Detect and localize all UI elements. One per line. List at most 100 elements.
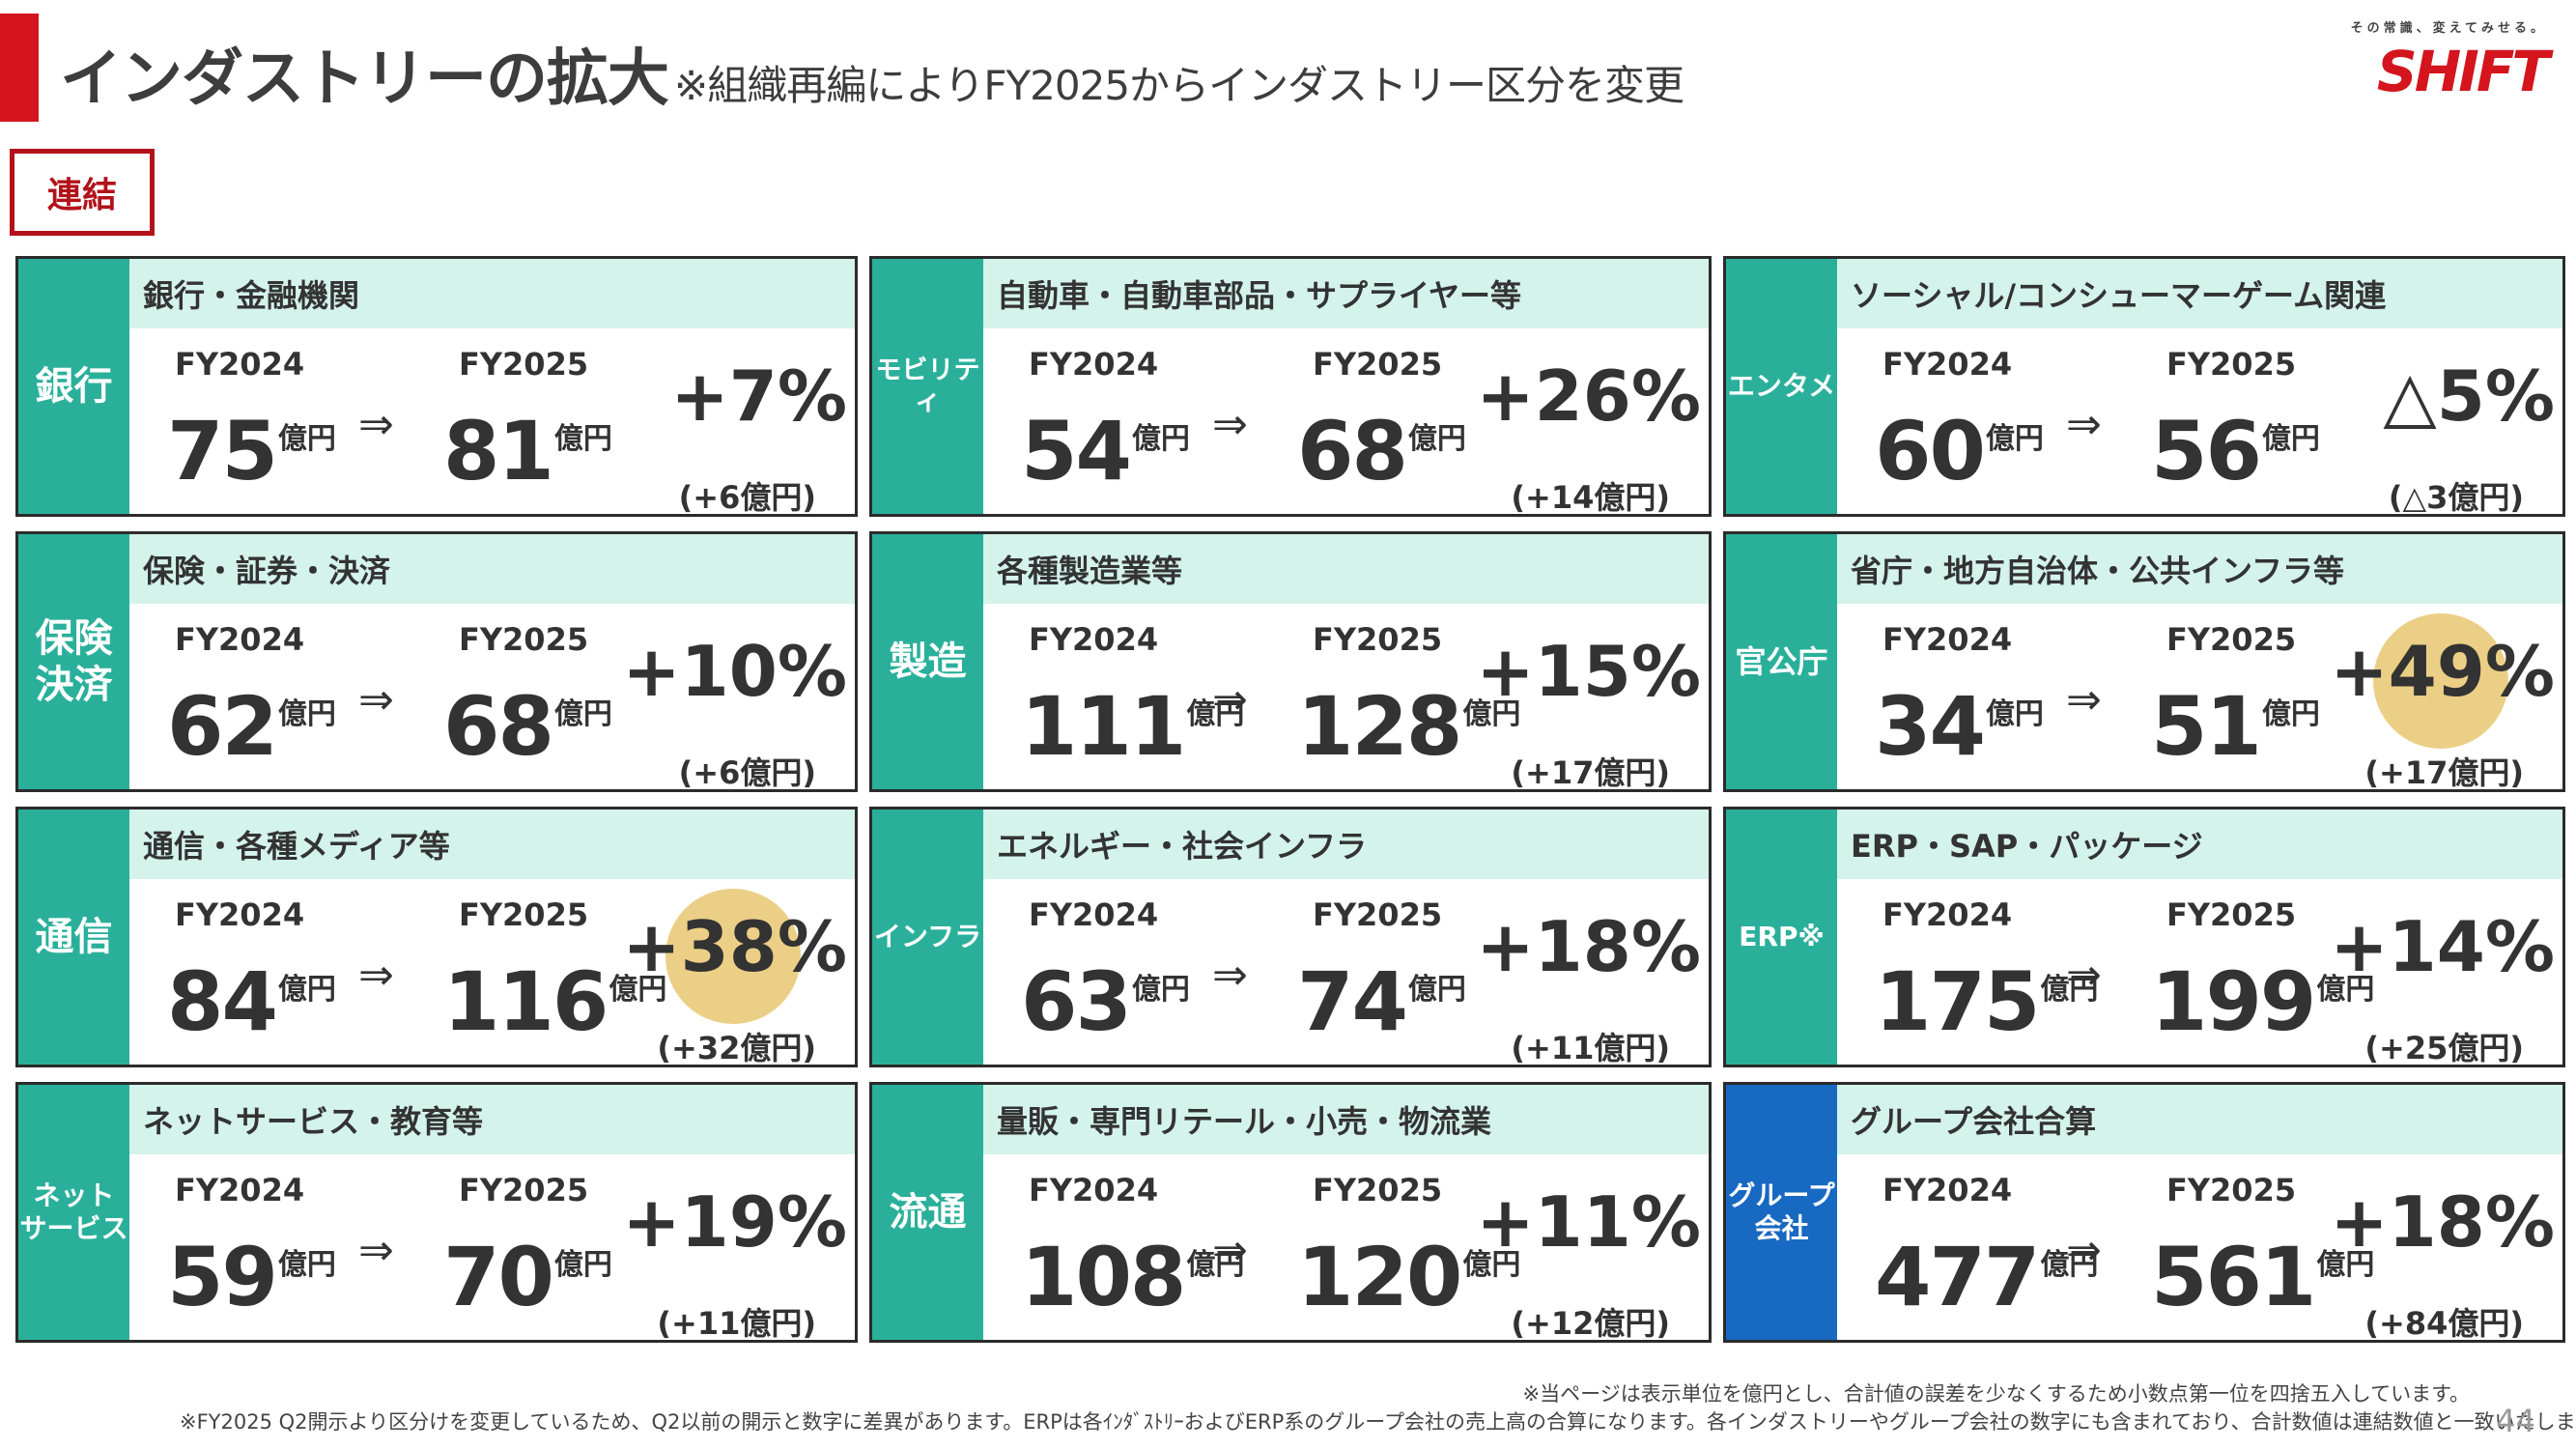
growth-amount: (+17億円) bbox=[2364, 754, 2524, 791]
fy-prev-amount: 477億円 bbox=[1875, 1230, 2098, 1324]
category-label: ネット サービス bbox=[18, 1085, 129, 1340]
fy-prev-amount: 108億円 bbox=[1021, 1230, 1244, 1324]
industry-header-text: 通信・各種メディア等 bbox=[143, 828, 450, 865]
industry-grid: 銀行 銀行・金融機関 FY2024 FY2025 75億円 ⇒ 81億円 +7%… bbox=[15, 256, 2565, 1348]
unit-label: 億円 bbox=[277, 973, 336, 1007]
category-text: 通信 bbox=[35, 915, 113, 959]
industry-header-text: 各種製造業等 bbox=[997, 553, 1183, 589]
arrow-icon: ⇒ bbox=[358, 400, 394, 449]
category-label: エンタメ bbox=[1726, 259, 1837, 514]
fy-prev-label: FY2024 bbox=[1029, 896, 1159, 933]
fy-curr-amount: 561億円 bbox=[2151, 1230, 2374, 1324]
logo-tagline: その常識、変えてみせる。 bbox=[2350, 21, 2547, 36]
fy-curr-value: 128 bbox=[1297, 679, 1462, 774]
fy-curr-label: FY2025 bbox=[459, 621, 589, 658]
industry-card: 製造 各種製造業等 FY2024 FY2025 111億円 ⇒ 128億円 +1… bbox=[869, 531, 1712, 792]
fy-prev-amount: 59億円 bbox=[167, 1230, 336, 1324]
unit-label: 億円 bbox=[553, 1248, 612, 1282]
industry-card: モビリティ 自動車・自動車部品・サプライヤー等 FY2024 FY2025 54… bbox=[869, 256, 1712, 517]
growth-percent: +18% bbox=[2330, 1181, 2555, 1263]
unit-label: 億円 bbox=[1131, 973, 1190, 1007]
unit-label: 億円 bbox=[553, 697, 612, 731]
industry-header-text: 銀行・金融機関 bbox=[143, 277, 360, 314]
fy-prev-label: FY2024 bbox=[1882, 1172, 2013, 1208]
arrow-icon: ⇒ bbox=[358, 675, 394, 724]
category-text: 保険 決済 bbox=[35, 616, 113, 707]
unit-label: 億円 bbox=[2261, 422, 2320, 456]
fy-curr-label: FY2025 bbox=[459, 346, 589, 383]
growth-percent: +38% bbox=[622, 906, 847, 987]
fy-prev-value: 54 bbox=[1021, 404, 1132, 498]
fy-prev-amount: 63億円 bbox=[1021, 954, 1190, 1049]
unit-label: 億円 bbox=[2040, 973, 2099, 1007]
industry-header-text: 量販・専門リテール・小売・物流業 bbox=[997, 1103, 1492, 1140]
category-label: ERP※ bbox=[1726, 810, 1837, 1065]
category-text: エンタメ bbox=[1727, 370, 1836, 403]
growth-amount: (+17億円) bbox=[1511, 754, 1670, 791]
unit-label: 億円 bbox=[2040, 1248, 2099, 1282]
fy-curr-amount: 56億円 bbox=[2151, 404, 2320, 498]
arrow-icon: ⇒ bbox=[1212, 400, 1248, 449]
growth-percent: +26% bbox=[1476, 355, 1701, 437]
fy-curr-value: 199 bbox=[2151, 954, 2316, 1049]
arrow-icon: ⇒ bbox=[358, 951, 394, 1000]
growth-percent: +11% bbox=[1476, 1181, 1701, 1263]
growth-amount: (+6億円) bbox=[678, 754, 816, 791]
arrow-icon: ⇒ bbox=[1212, 951, 1248, 1000]
category-label: グループ 会社 bbox=[1726, 1085, 1837, 1340]
industry-header: 通信・各種メディア等 bbox=[129, 810, 855, 879]
fy-curr-label: FY2025 bbox=[459, 896, 589, 933]
growth-percent: +49% bbox=[2330, 631, 2555, 712]
industry-card: 通信 通信・各種メディア等 FY2024 FY2025 84億円 ⇒ 116億円… bbox=[15, 807, 858, 1067]
growth-amount: (+25億円) bbox=[2364, 1030, 2524, 1066]
page-title: インダストリーの拡大 ※組織再編によりFY2025からインダストリー区分を変更 bbox=[60, 29, 1684, 116]
unit-label: 億円 bbox=[277, 697, 336, 731]
fy-prev-amount: 60億円 bbox=[1875, 404, 2044, 498]
category-label: 保険 決済 bbox=[18, 534, 129, 789]
unit-label: 億円 bbox=[277, 1248, 336, 1282]
unit-label: 億円 bbox=[2316, 973, 2375, 1007]
fy-prev-amount: 111億円 bbox=[1021, 679, 1244, 774]
fy-curr-label: FY2025 bbox=[2166, 896, 2297, 933]
fy-curr-label: FY2025 bbox=[2166, 621, 2297, 658]
fy-curr-amount: 199億円 bbox=[2151, 954, 2374, 1049]
unit-label: 億円 bbox=[1462, 1248, 1521, 1282]
shift-logo: その常識、変えてみせる。 SHIFT bbox=[2315, 17, 2550, 104]
fy-curr-value: 70 bbox=[443, 1230, 554, 1324]
industry-header-text: エネルギー・社会インフラ bbox=[997, 828, 1368, 865]
fy-curr-value: 561 bbox=[2151, 1230, 2316, 1324]
arrow-icon: ⇒ bbox=[2066, 675, 2102, 724]
unit-label: 億円 bbox=[1407, 422, 1466, 456]
fy-prev-amount: 62億円 bbox=[167, 679, 336, 774]
fy-curr-label: FY2025 bbox=[1313, 896, 1443, 933]
industry-card: グループ 会社 グループ会社合算 FY2024 FY2025 477億円 ⇒ 5… bbox=[1723, 1082, 2565, 1343]
category-label: 官公庁 bbox=[1726, 534, 1837, 789]
industry-header: ソーシャル/コンシューマーゲーム関連 bbox=[1837, 259, 2562, 328]
category-text: モビリティ bbox=[875, 355, 980, 416]
industry-header-text: ソーシャル/コンシューマーゲーム関連 bbox=[1851, 277, 2387, 314]
growth-percent: +15% bbox=[1476, 631, 1701, 712]
industry-card: 銀行 銀行・金融機関 FY2024 FY2025 75億円 ⇒ 81億円 +7%… bbox=[15, 256, 858, 517]
industry-card: 官公庁 省庁・地方自治体・公共インフラ等 FY2024 FY2025 34億円 … bbox=[1723, 531, 2565, 792]
industry-header: 自動車・自動車部品・サプライヤー等 bbox=[983, 259, 1709, 328]
fy-curr-value: 56 bbox=[2151, 404, 2262, 498]
unit-label: 億円 bbox=[277, 422, 336, 456]
industry-header-text: 省庁・地方自治体・公共インフラ等 bbox=[1851, 553, 2345, 589]
unit-label: 億円 bbox=[1186, 1248, 1245, 1282]
industry-header: 量販・専門リテール・小売・物流業 bbox=[983, 1085, 1709, 1154]
category-text: 銀行 bbox=[35, 364, 113, 409]
fy-curr-label: FY2025 bbox=[459, 1172, 589, 1208]
fy-prev-value: 111 bbox=[1021, 679, 1186, 774]
arrow-icon: ⇒ bbox=[358, 1226, 394, 1275]
category-text: ネット サービス bbox=[19, 1179, 128, 1244]
fy-prev-amount: 54億円 bbox=[1021, 404, 1190, 498]
industry-header: 各種製造業等 bbox=[983, 534, 1709, 604]
industry-header: 銀行・金融機関 bbox=[129, 259, 855, 328]
fy-curr-amount: 74億円 bbox=[1297, 954, 1466, 1049]
fy-prev-value: 63 bbox=[1021, 954, 1132, 1049]
fy-prev-label: FY2024 bbox=[175, 896, 305, 933]
fy-curr-amount: 70億円 bbox=[443, 1230, 612, 1324]
fy-prev-amount: 84億円 bbox=[167, 954, 336, 1049]
growth-percent: +18% bbox=[1476, 906, 1701, 987]
category-text: グループ 会社 bbox=[1728, 1179, 1835, 1244]
